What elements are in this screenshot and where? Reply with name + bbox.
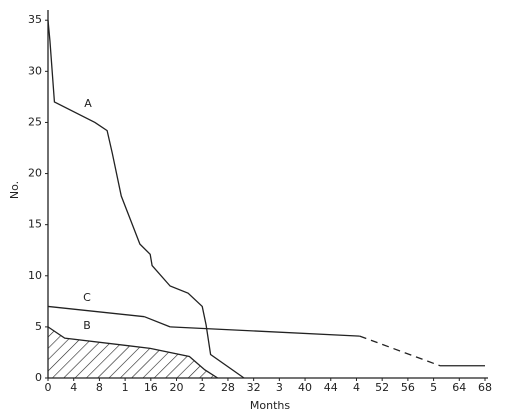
x-tick-label: 20 bbox=[170, 381, 184, 394]
x-tick-label: 32 bbox=[247, 381, 261, 394]
x-tick-label: 64 bbox=[452, 381, 466, 394]
x-tick-label: 1 bbox=[122, 381, 129, 394]
x-axis-label: Months bbox=[250, 399, 290, 412]
series-label: B bbox=[83, 319, 91, 332]
y-tick-label: 25 bbox=[28, 115, 42, 128]
x-tick-label: 44 bbox=[324, 381, 338, 394]
x-tick-label: 4 bbox=[70, 381, 77, 394]
line bbox=[47, 20, 245, 379]
y-tick-label: 35 bbox=[28, 13, 42, 26]
x-tick-label: 4 bbox=[353, 381, 360, 394]
line-segment bbox=[170, 326, 360, 337]
hatched-area bbox=[48, 326, 218, 378]
x-tick-label: 16 bbox=[144, 381, 158, 394]
x-tick-label: 56 bbox=[401, 381, 415, 394]
x-tick-label: 68 bbox=[478, 381, 492, 394]
x-tick-label: 0 bbox=[45, 381, 52, 394]
line-segment bbox=[359, 335, 441, 367]
series-label: A bbox=[84, 97, 92, 110]
y-tick-label: 0 bbox=[35, 371, 42, 384]
line-segment bbox=[47, 305, 145, 318]
y-tick-label: 10 bbox=[28, 269, 42, 282]
y-tick-label: 5 bbox=[35, 320, 42, 333]
x-tick-label: 8 bbox=[96, 381, 103, 394]
y-tick-label: 30 bbox=[28, 64, 42, 77]
x-tick-label: 5 bbox=[430, 381, 437, 394]
y-tick-label: 15 bbox=[28, 218, 42, 231]
x-tick-label: 2 bbox=[199, 381, 206, 394]
x-tick-label: 28 bbox=[221, 381, 235, 394]
x-tick-label: 3 bbox=[276, 381, 283, 394]
x-tick-label: 52 bbox=[375, 381, 389, 394]
line-segment bbox=[144, 316, 171, 328]
y-tick-label: 20 bbox=[28, 167, 42, 180]
x-tick-label: 40 bbox=[298, 381, 312, 394]
y-axis-label: No. bbox=[8, 181, 21, 199]
line bbox=[47, 326, 219, 379]
series-label: C bbox=[83, 291, 91, 304]
